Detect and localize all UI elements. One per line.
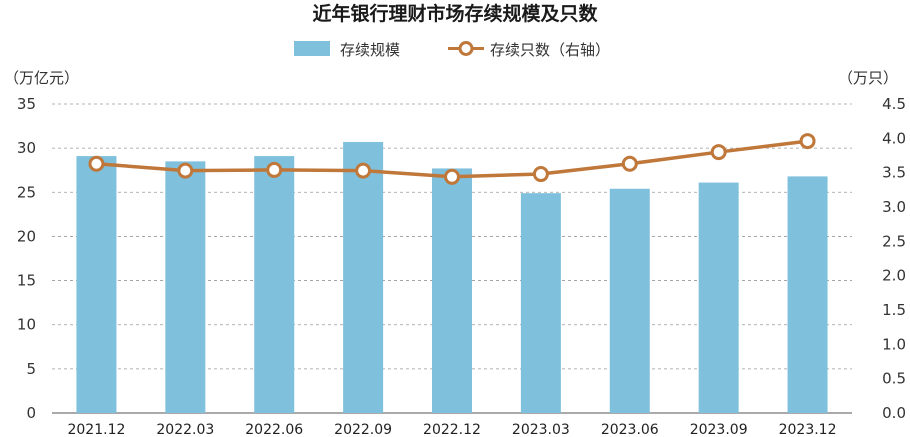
x-tick-label: 2023.09 bbox=[690, 422, 748, 437]
y-right-tick-label: 4.0 bbox=[882, 129, 906, 147]
x-tick-label: 2023.03 bbox=[512, 422, 570, 437]
y-left-tick-label: 25 bbox=[17, 183, 36, 201]
bar bbox=[432, 168, 472, 413]
y-left-tick-label: 10 bbox=[17, 316, 36, 334]
y-right-tick-label: 4.5 bbox=[882, 95, 906, 113]
x-tick-label: 2021.12 bbox=[67, 422, 125, 437]
y-left-ticks: 0 5 10 15 20 25 30 35 bbox=[17, 95, 36, 422]
bar bbox=[165, 161, 206, 413]
line-point bbox=[177, 162, 194, 179]
y-left-tick-label: 5 bbox=[26, 360, 36, 378]
y-right-tick-label: 1.0 bbox=[882, 335, 906, 353]
x-tick-label: 2022.06 bbox=[245, 422, 303, 437]
y-left-tick-label: 20 bbox=[17, 227, 36, 245]
y-right-tick-label: 2.5 bbox=[882, 232, 906, 250]
y-left-tick-label: 30 bbox=[17, 139, 36, 157]
line-series bbox=[88, 133, 816, 185]
legend-label-line: 存续只数（右轴） bbox=[490, 41, 610, 59]
line-point bbox=[88, 155, 105, 172]
line-point bbox=[266, 161, 283, 178]
y-right-tick-label: 0.0 bbox=[882, 404, 906, 422]
x-tick-label: 2022.12 bbox=[423, 422, 481, 437]
bar-series bbox=[76, 141, 828, 414]
y-left-tick-label: 0 bbox=[26, 404, 36, 422]
legend-label-bar: 存续规模 bbox=[340, 41, 400, 59]
legend: 存续规模 存续只数（右轴） bbox=[294, 41, 610, 59]
y-left-tick-label: 15 bbox=[17, 272, 36, 290]
y-right-unit: （万只） bbox=[838, 69, 898, 87]
x-tick-label: 2022.03 bbox=[156, 422, 214, 437]
y-right-tick-label: 0.5 bbox=[882, 370, 906, 388]
bar bbox=[520, 193, 561, 413]
bar bbox=[254, 156, 295, 414]
y-right-tick-label: 3.0 bbox=[882, 198, 906, 216]
line-point bbox=[621, 155, 638, 172]
x-tick-label: 2022.09 bbox=[334, 422, 392, 437]
bar bbox=[698, 182, 739, 413]
line-point bbox=[710, 144, 727, 161]
line-point bbox=[532, 166, 549, 183]
bar bbox=[787, 176, 828, 413]
line-point bbox=[444, 168, 460, 185]
y-right-tick-label: 3.5 bbox=[882, 164, 906, 182]
bar bbox=[76, 156, 117, 414]
y-right-tick-label: 2.0 bbox=[882, 267, 906, 285]
y-right-ticks: 0.0 0.5 1.0 1.5 2.0 2.5 3.0 3.5 4.0 4.5 bbox=[882, 95, 906, 422]
y-left-unit: （万亿元） bbox=[4, 69, 79, 87]
bar bbox=[343, 141, 384, 413]
x-tick-label: 2023.12 bbox=[779, 422, 837, 437]
line-point bbox=[799, 133, 816, 150]
line-point bbox=[355, 162, 372, 179]
y-left-tick-label: 35 bbox=[17, 95, 36, 113]
bar bbox=[609, 188, 650, 413]
x-ticks: 2021.12 2022.03 2022.06 2022.09 2022.12 2023.… bbox=[67, 422, 836, 437]
x-tick-label: 2023.06 bbox=[601, 422, 659, 437]
legend-swatch-bar bbox=[294, 41, 330, 56]
legend-swatch-marker bbox=[458, 41, 474, 56]
y-right-tick-label: 1.5 bbox=[882, 301, 906, 319]
chart-title: 近年银行理财市场存续规模及只数 bbox=[312, 2, 598, 25]
